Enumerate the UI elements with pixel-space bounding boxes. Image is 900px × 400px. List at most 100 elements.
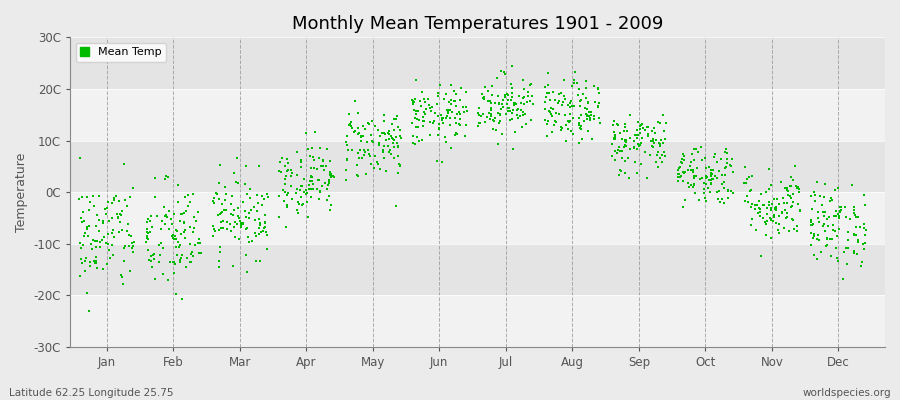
Point — [218, 196, 232, 203]
Point — [300, 199, 314, 206]
Point — [438, 91, 453, 97]
Point — [564, 98, 579, 104]
Point — [805, 230, 819, 236]
Point — [512, 93, 526, 99]
Point — [790, 184, 805, 190]
Point — [777, 225, 791, 232]
Bar — [70, 37, 885, 89]
Point — [371, 127, 385, 134]
Point — [483, 111, 498, 117]
Point — [506, 146, 520, 152]
Point — [322, 170, 337, 176]
Point — [303, 174, 318, 180]
Point — [563, 111, 578, 117]
Point — [827, 228, 842, 234]
Point — [214, 219, 229, 225]
Point — [784, 182, 798, 189]
Point — [339, 167, 354, 173]
Point — [391, 124, 405, 130]
Point — [489, 126, 503, 133]
Point — [855, 259, 869, 266]
Point — [378, 168, 392, 175]
Point — [212, 227, 226, 234]
Point — [292, 186, 307, 193]
Bar — [70, 89, 885, 140]
Point — [634, 122, 649, 128]
Point — [183, 224, 197, 230]
Point — [626, 144, 641, 150]
Point — [745, 173, 760, 179]
Point — [294, 164, 309, 170]
Point — [432, 126, 446, 132]
Point — [572, 120, 587, 126]
Point — [698, 155, 712, 161]
Point — [159, 212, 174, 218]
Point — [484, 113, 499, 119]
Point — [251, 216, 266, 222]
Point — [644, 128, 659, 134]
Point — [574, 112, 589, 118]
Point — [790, 185, 805, 191]
Point — [761, 198, 776, 205]
Point — [166, 259, 181, 266]
Point — [476, 111, 491, 118]
Point — [409, 124, 423, 130]
Point — [177, 227, 192, 233]
Point — [841, 245, 855, 251]
Point — [820, 235, 834, 241]
Point — [615, 155, 629, 161]
Point — [376, 149, 391, 156]
Point — [771, 226, 786, 233]
Point — [280, 168, 294, 174]
Point — [256, 225, 271, 232]
Point — [539, 132, 554, 139]
Point — [847, 207, 861, 214]
Point — [257, 212, 272, 219]
Point — [672, 171, 687, 177]
Point — [578, 104, 592, 111]
Point — [582, 116, 597, 123]
Point — [320, 186, 334, 192]
Point — [481, 97, 495, 104]
Point — [847, 250, 861, 256]
Point — [608, 136, 622, 142]
Point — [435, 159, 449, 165]
Point — [381, 130, 395, 137]
Point — [500, 92, 515, 98]
Point — [436, 115, 450, 122]
Point — [177, 229, 192, 235]
Point — [341, 147, 356, 153]
Point — [825, 222, 840, 229]
Point — [431, 113, 446, 119]
Point — [168, 226, 183, 233]
Point — [819, 243, 833, 249]
Point — [804, 218, 818, 225]
Point — [83, 259, 97, 265]
Point — [342, 122, 356, 128]
Point — [344, 119, 358, 125]
Point — [541, 69, 555, 76]
Point — [123, 268, 138, 274]
Point — [687, 173, 701, 179]
Point — [828, 187, 842, 193]
Point — [148, 175, 162, 181]
Point — [505, 63, 519, 70]
Point — [810, 236, 824, 242]
Point — [554, 90, 568, 97]
Point — [340, 142, 355, 149]
Point — [812, 218, 826, 225]
Point — [711, 195, 725, 202]
Point — [310, 186, 324, 192]
Point — [476, 95, 491, 101]
Point — [382, 128, 396, 135]
Point — [687, 181, 701, 187]
Point — [692, 176, 706, 182]
Point — [654, 158, 669, 165]
Point — [541, 82, 555, 89]
Point — [767, 196, 781, 202]
Point — [82, 308, 96, 314]
Point — [166, 259, 181, 265]
Point — [447, 115, 462, 121]
Point — [146, 252, 160, 258]
Point — [495, 131, 509, 137]
